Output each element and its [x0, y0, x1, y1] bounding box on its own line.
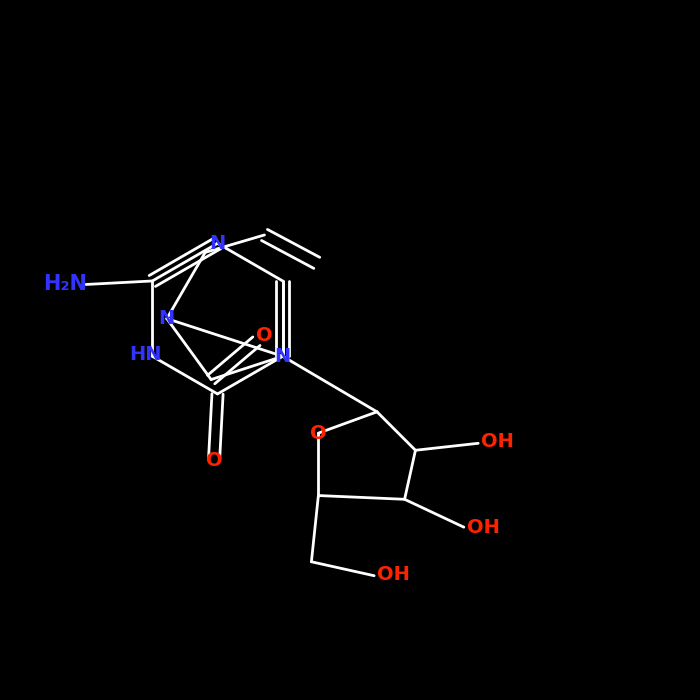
Text: O: O [310, 424, 327, 442]
Text: O: O [256, 326, 273, 345]
Text: H₂N: H₂N [43, 274, 87, 295]
Text: O: O [206, 451, 223, 470]
Text: OH: OH [467, 518, 500, 537]
Text: OH: OH [482, 433, 514, 452]
Text: N: N [274, 346, 291, 366]
Text: N: N [159, 309, 175, 328]
Text: N: N [209, 234, 225, 253]
Text: OH: OH [377, 565, 410, 584]
Text: HN: HN [129, 345, 162, 365]
